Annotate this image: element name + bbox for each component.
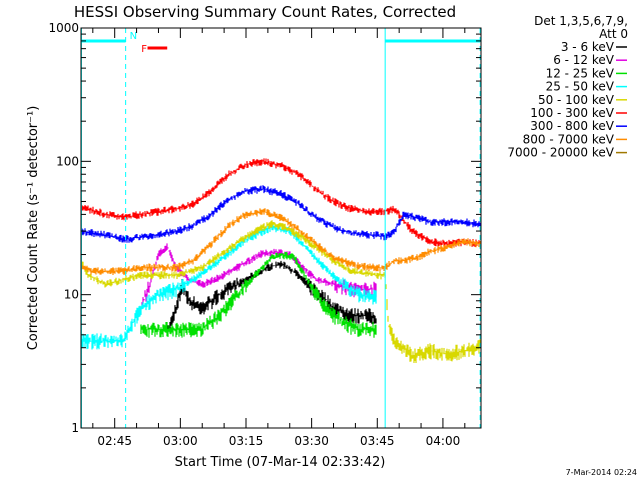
legend-label-8: 7000 - 20000 keV: [507, 146, 614, 160]
legend-label-2: 12 - 25 keV: [546, 66, 615, 80]
chart-title: HESSI Observing Summary Count Rates, Cor…: [74, 3, 456, 21]
flag-label-F: F: [141, 44, 147, 55]
x-tick-label-0: 02:45: [97, 434, 132, 448]
legend-label-3: 25 - 50 keV: [546, 80, 615, 94]
y-axis-title: Corrected Count Rate (s⁻¹ detector⁻¹): [26, 106, 41, 351]
plot-frame: [80, 27, 482, 429]
x-tick-label-2: 03:15: [229, 434, 264, 448]
x-tick-label-4: 03:45: [360, 434, 395, 448]
footer-timestamp: 7-Mar-2014 02:24: [566, 468, 637, 477]
legend-label-0: 3 - 6 keV: [561, 40, 615, 54]
legend-label-5: 100 - 300 keV: [530, 106, 614, 120]
series-trace-0: [167, 260, 377, 333]
legend-label-4: 50 - 100 keV: [538, 93, 615, 107]
series-trace-5: [81, 158, 481, 248]
series-trace-2: [140, 252, 377, 338]
x-tick-label-5: 04:00: [426, 434, 461, 448]
legend-label-7: 800 - 7000 keV: [523, 132, 615, 146]
series-trace-4: [81, 220, 481, 363]
legend-label-1: 6 - 12 keV: [553, 53, 615, 67]
axis-layer: 1 10 100 1000 02:45 03:00 03:15 03:30 03:45 04:00: [48, 21, 481, 448]
series-trace-6: [81, 185, 481, 243]
flag-label-N: N: [130, 31, 137, 42]
legend-header-1: Att 0: [599, 27, 628, 41]
y-tick-label-2: 100: [56, 154, 79, 168]
legend-label-6: 300 - 800 keV: [530, 119, 614, 133]
x-axis-title: Start Time (07-Mar-14 02:33:42): [175, 455, 386, 470]
y-tick-label-1: 10: [64, 288, 79, 302]
legend-header-0: Det 1,3,5,6,7,9,: [534, 14, 628, 28]
y-tick-label-3: 1000: [48, 21, 79, 35]
y-tick-label-0: 1: [71, 421, 79, 435]
series-layer: [81, 158, 481, 363]
x-tick-label-3: 03:30: [294, 434, 329, 448]
series-trace-7: [81, 208, 481, 275]
x-tick-label-1: 03:00: [163, 434, 198, 448]
